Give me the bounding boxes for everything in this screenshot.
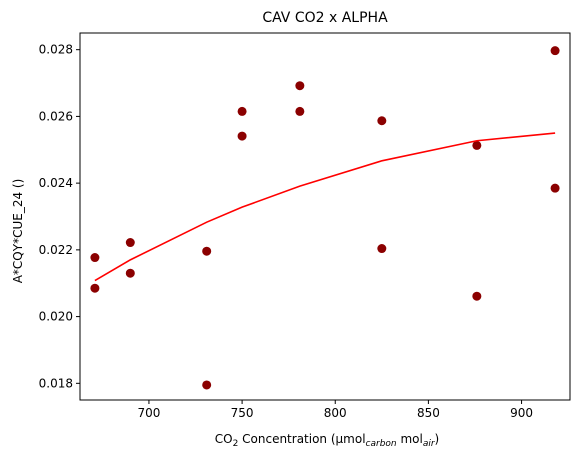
scatter-point	[202, 380, 212, 390]
scatter-point	[377, 244, 387, 254]
trend-line	[94, 132, 556, 282]
scatter-point	[295, 81, 305, 91]
axes-frame	[79, 32, 571, 401]
x-tick-label: 850	[417, 406, 440, 420]
x-axis-ticks: 700 750 800 850 900	[137, 400, 533, 420]
y-tick-label: 0.028	[39, 43, 73, 57]
y-tick-label: 0.018	[39, 376, 73, 390]
y-axis-label: A*CQY*CUE_24 ()	[11, 179, 25, 284]
scatter-point	[237, 106, 247, 116]
scatter-point	[377, 116, 387, 126]
scatter-point	[202, 246, 212, 256]
scatter-point	[550, 183, 560, 193]
x-tick-label: 900	[510, 406, 533, 420]
y-tick-label: 0.020	[39, 310, 73, 324]
scatter-point	[472, 291, 482, 301]
scatter-point	[550, 46, 560, 56]
y-tick-label: 0.024	[39, 176, 73, 190]
scatter-point	[472, 140, 482, 150]
scatter-point	[90, 253, 100, 263]
x-tick-label: 800	[324, 406, 347, 420]
y-tick-label: 0.026	[39, 109, 73, 123]
scatter-point	[125, 238, 135, 248]
scatter-point	[125, 268, 135, 278]
y-tick-label: 0.022	[39, 243, 73, 257]
x-axis-label: CO2 Concentration (μmolcarbon molair)	[215, 432, 439, 449]
scatter-point	[90, 283, 100, 293]
y-axis-ticks: 0.018 0.020 0.022 0.024 0.026 0.028	[39, 43, 80, 390]
x-tick-label: 750	[231, 406, 254, 420]
scatter-point	[295, 106, 305, 116]
scatter-point	[237, 131, 247, 141]
plot-area	[90, 46, 560, 390]
chart-title: CAV CO2 x ALPHA	[262, 10, 388, 26]
x-tick-label: 700	[137, 406, 160, 420]
